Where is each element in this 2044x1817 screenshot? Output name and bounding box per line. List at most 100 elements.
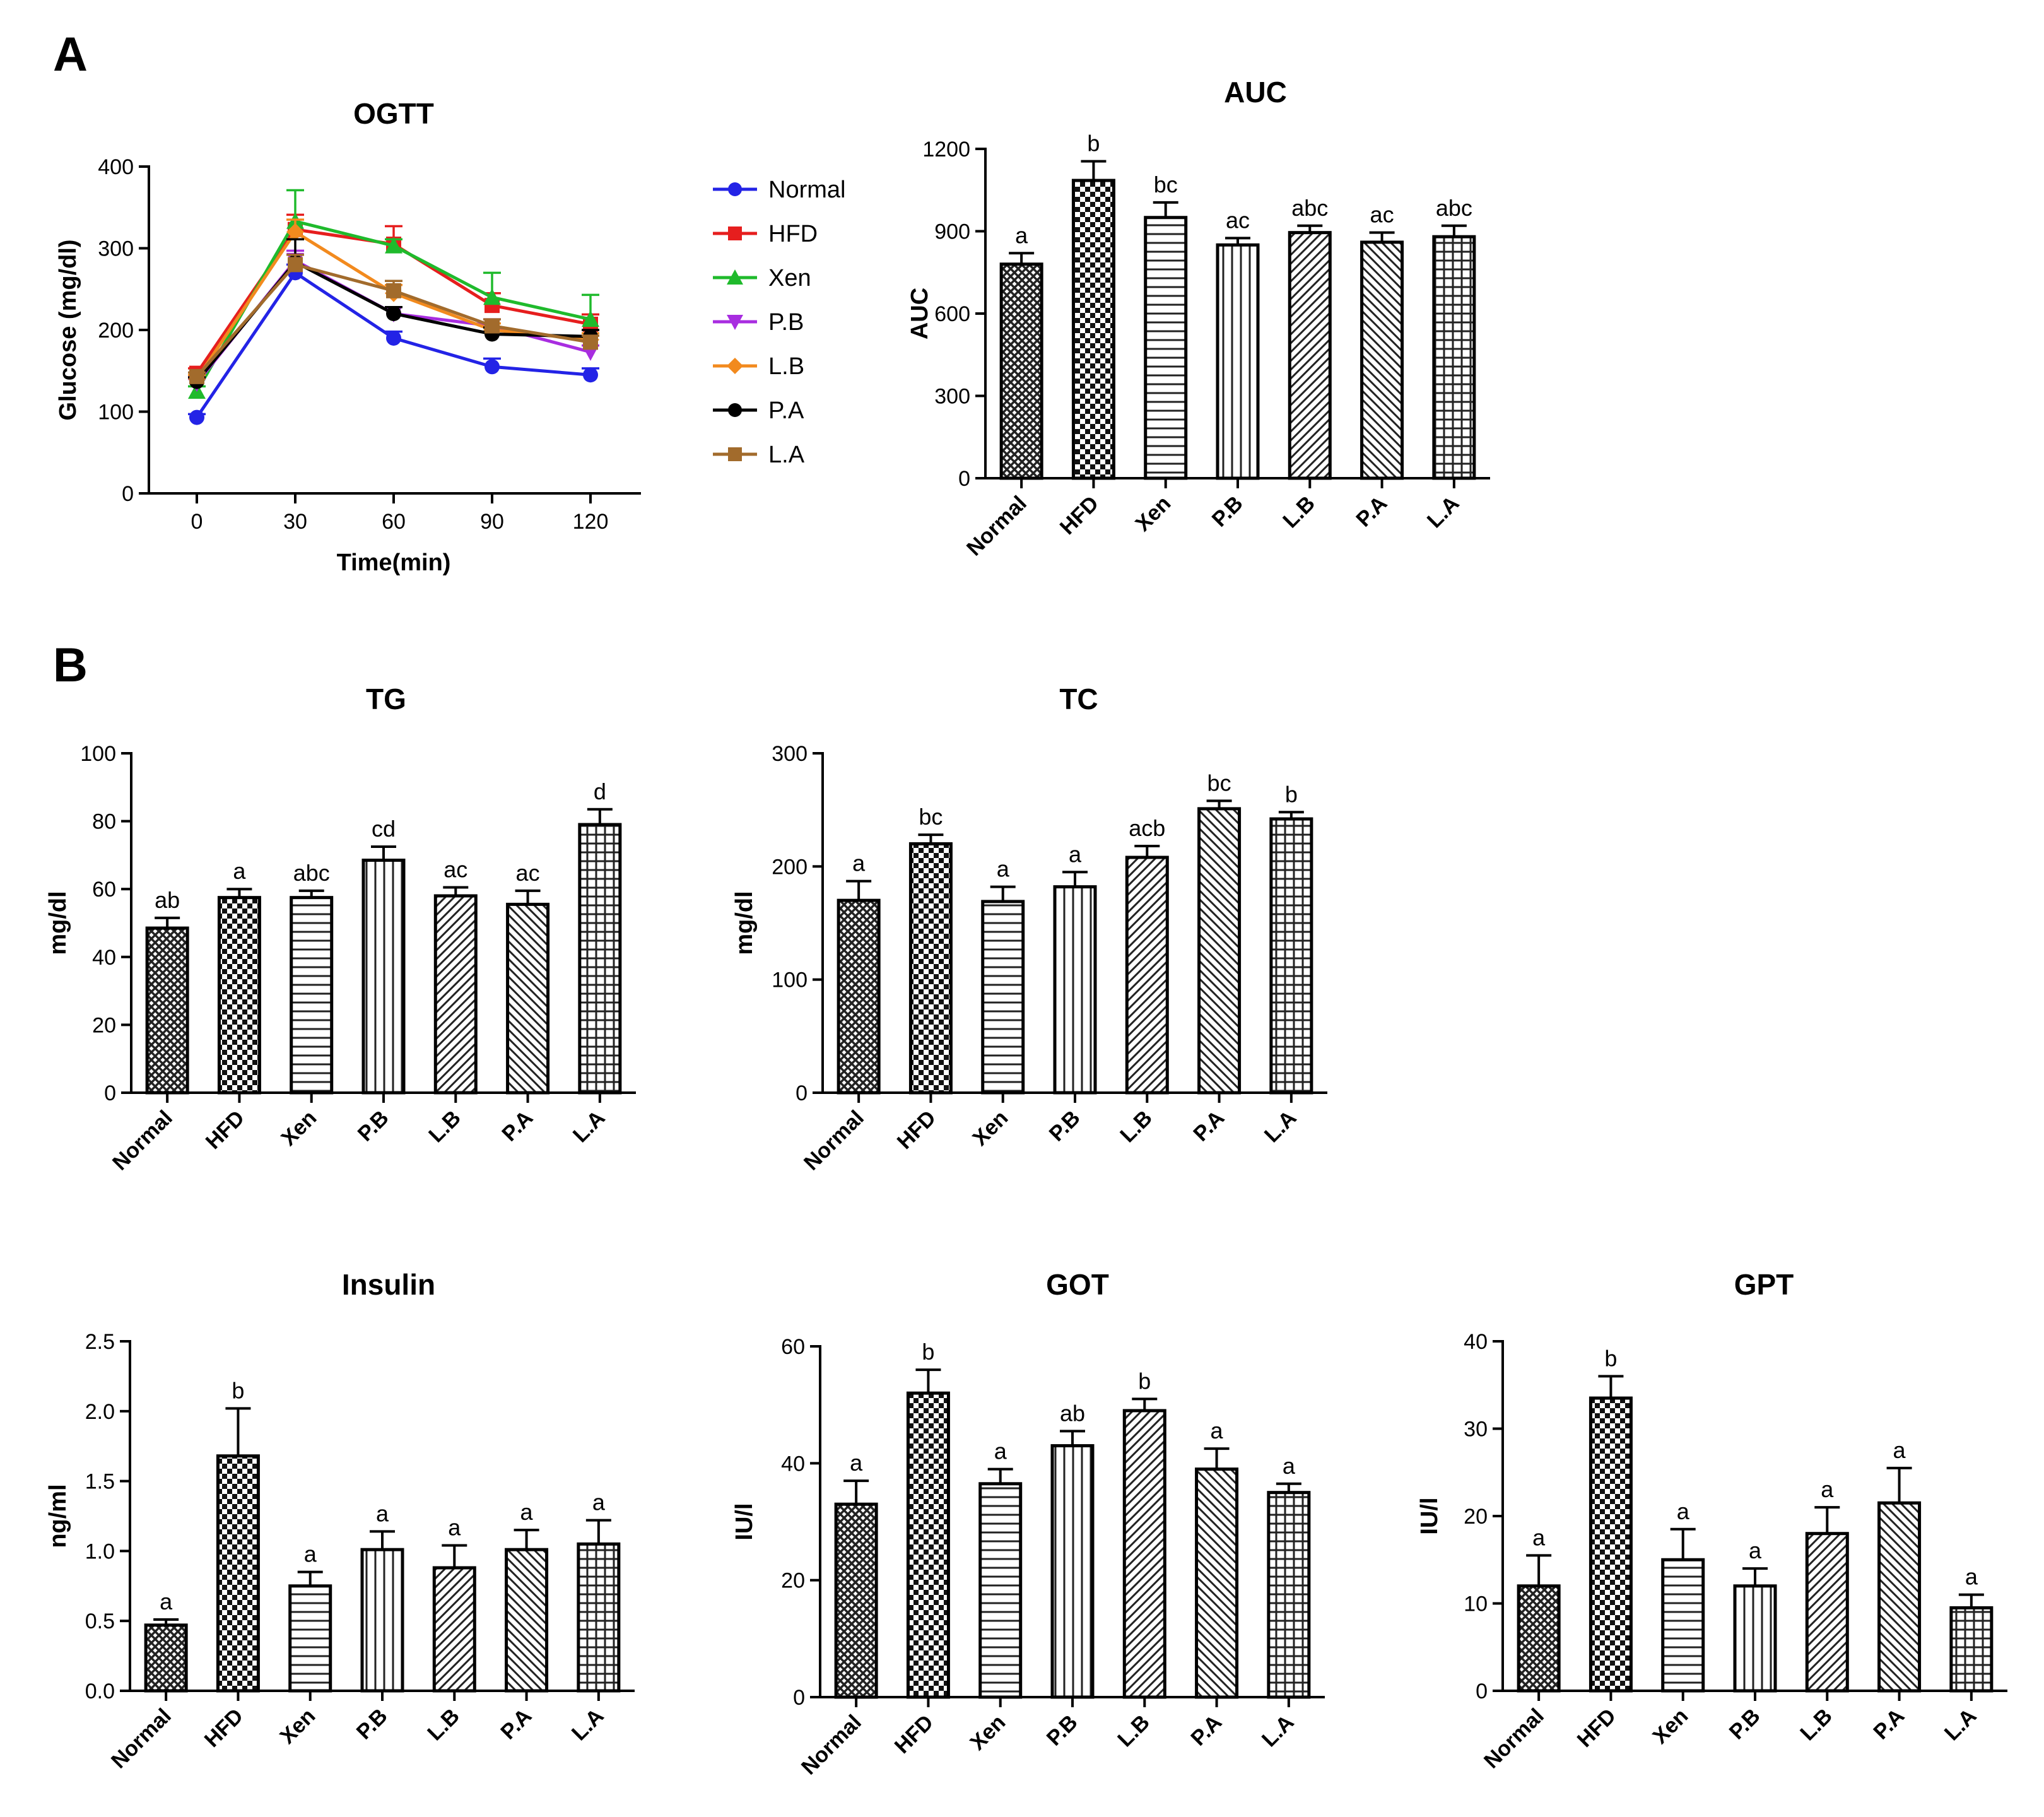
gpt-significance-letter: a	[1677, 1498, 1690, 1524]
gpt-significance-letter: a	[1893, 1437, 1906, 1463]
tc-bar-la	[1269, 817, 1313, 1095]
auc-y-tick-label: 1200	[922, 138, 970, 162]
ogtt-point	[385, 237, 402, 254]
insulin-significance-letter: a	[448, 1515, 461, 1541]
legend-label: L.A	[768, 442, 805, 468]
ogtt-series-normal	[188, 263, 599, 425]
tg-category-label: Xen	[276, 1106, 321, 1151]
panel-label-b: B	[53, 638, 88, 692]
tc-category-label: Xen	[968, 1106, 1013, 1151]
ogtt-x-axis-label: Time(min)	[337, 550, 451, 576]
ogtt-x-tick-label: 60	[382, 510, 406, 534]
insulin-significance-letter: a	[376, 1500, 389, 1526]
got-bar-pb	[1050, 1444, 1095, 1699]
ogtt-point	[583, 367, 598, 383]
auc-y-tick-label: 0	[958, 467, 970, 491]
ogtt-point	[582, 310, 599, 327]
tc-bar-chart: TC mg/dl 0 100 200 300 a Normal bc HFD a Xen a P.B acb…	[731, 683, 1327, 1175]
tg-y-axis-label: mg/dl	[45, 891, 71, 955]
tc-bar-pa	[1197, 807, 1242, 1095]
got-bar-normal	[834, 1502, 878, 1699]
auc-y-tick-label: 600	[934, 302, 970, 326]
got-significance-letter: b	[1138, 1368, 1151, 1394]
tg-significance-letter: ac	[443, 857, 467, 883]
tc-significance-letter: a	[1069, 841, 1082, 867]
ogtt-point	[386, 283, 401, 298]
got-y-tick-label: 60	[781, 1335, 805, 1359]
gpt-bar-lb	[1805, 1532, 1849, 1693]
gpt-category-label: Xen	[1648, 1704, 1693, 1749]
insulin-category-label: HFD	[200, 1704, 248, 1752]
tg-category-label: P.B	[353, 1106, 394, 1146]
tg-category-label: L.B	[424, 1106, 466, 1148]
tg-significance-letter: a	[233, 858, 246, 884]
auc-category-label: Normal	[962, 491, 1031, 561]
insulin-y-tick-label: 0.5	[85, 1609, 115, 1633]
auc-significance-letter: abc	[1436, 195, 1472, 221]
tc-bar-hfd	[908, 842, 953, 1095]
gpt-bar-pa	[1877, 1501, 1922, 1693]
legend-marker	[727, 315, 743, 330]
tc-significance-letter: acb	[1129, 815, 1165, 841]
tc-y-tick-label: 0	[796, 1081, 808, 1105]
insulin-bar-hfd	[216, 1454, 260, 1693]
auc-y-tick-label: 900	[934, 220, 970, 244]
insulin-category-label: P.A	[496, 1704, 536, 1744]
tg-title: TG	[366, 683, 406, 715]
tg-y-tick-label: 40	[92, 946, 116, 970]
tg-significance-letter: cd	[372, 816, 396, 842]
insulin-y-axis-label: ng/ml	[45, 1484, 71, 1548]
auc-y-tick-label: 300	[934, 385, 970, 409]
got-y-tick-label: 40	[781, 1452, 805, 1476]
tc-bar-lb	[1125, 856, 1169, 1095]
got-category-label: P.B	[1042, 1710, 1083, 1751]
gpt-category-label: P.A	[1869, 1704, 1909, 1744]
auc-category-label: L.B	[1278, 491, 1320, 533]
ogtt-y-tick-label: 0	[122, 482, 134, 506]
tg-category-label: Normal	[108, 1106, 177, 1175]
got-category-label: Xen	[965, 1710, 1010, 1755]
got-category-label: Normal	[797, 1710, 866, 1780]
gpt-significance-letter: a	[1749, 1538, 1762, 1563]
auc-bar-chart: AUC AUC 0 300 600 900 1200 a Normal b HFD bc Xen ac P.…	[907, 76, 1490, 560]
auc-significance-letter: b	[1087, 131, 1100, 156]
legend-marker	[728, 447, 742, 461]
got-bar-pa	[1195, 1467, 1239, 1699]
auc-y-axis-label: AUC	[907, 288, 933, 339]
got-bar-chart: GOT IU/l 0 20 40 60 a Normal b HFD a Xen ab P.B b L.B a P…	[731, 1268, 1325, 1779]
insulin-category-label: P.B	[352, 1704, 392, 1744]
got-bar-la	[1267, 1491, 1311, 1699]
ogtt-series-la	[188, 254, 599, 384]
legend-label: P.B	[768, 309, 804, 336]
auc-category-label: Xen	[1131, 491, 1175, 536]
got-significance-letter: a	[850, 1450, 863, 1476]
gpt-y-axis-label: IU/l	[1416, 1497, 1443, 1534]
ogtt-title: OGTT	[353, 97, 434, 130]
auc-bar-xen	[1144, 216, 1188, 480]
tc-category-label: P.A	[1189, 1106, 1229, 1146]
gpt-bar-chart: GPT IU/l 0 10 20 30 40 a Normal b HFD a Xen a P.B a L.B a…	[1416, 1268, 2007, 1773]
got-significance-letter: ab	[1060, 1400, 1085, 1426]
tc-significance-letter: b	[1285, 781, 1298, 807]
got-y-tick-label: 0	[793, 1686, 805, 1710]
tg-significance-letter: ab	[155, 887, 180, 913]
tg-significance-letter: d	[594, 779, 606, 804]
got-significance-letter: a	[1283, 1453, 1296, 1479]
ogtt-y-tick-label: 400	[98, 155, 134, 179]
ogtt-point	[386, 306, 401, 322]
insulin-significance-letter: a	[592, 1490, 606, 1515]
gpt-category-label: Normal	[1479, 1704, 1549, 1773]
insulin-bar-la	[577, 1542, 621, 1693]
gpt-significance-letter: a	[1965, 1564, 1978, 1590]
insulin-y-tick-label: 0.0	[85, 1679, 115, 1703]
tg-y-tick-label: 100	[80, 742, 116, 766]
gpt-y-tick-label: 0	[1476, 1679, 1488, 1703]
ogtt-point	[386, 330, 401, 346]
auc-category-label: P.B	[1207, 491, 1248, 532]
auc-significance-letter: ac	[1226, 207, 1250, 233]
tg-category-label: P.A	[497, 1106, 537, 1146]
got-significance-letter: a	[994, 1438, 1007, 1464]
got-category-label: HFD	[890, 1710, 938, 1758]
legend-marker	[727, 269, 743, 285]
